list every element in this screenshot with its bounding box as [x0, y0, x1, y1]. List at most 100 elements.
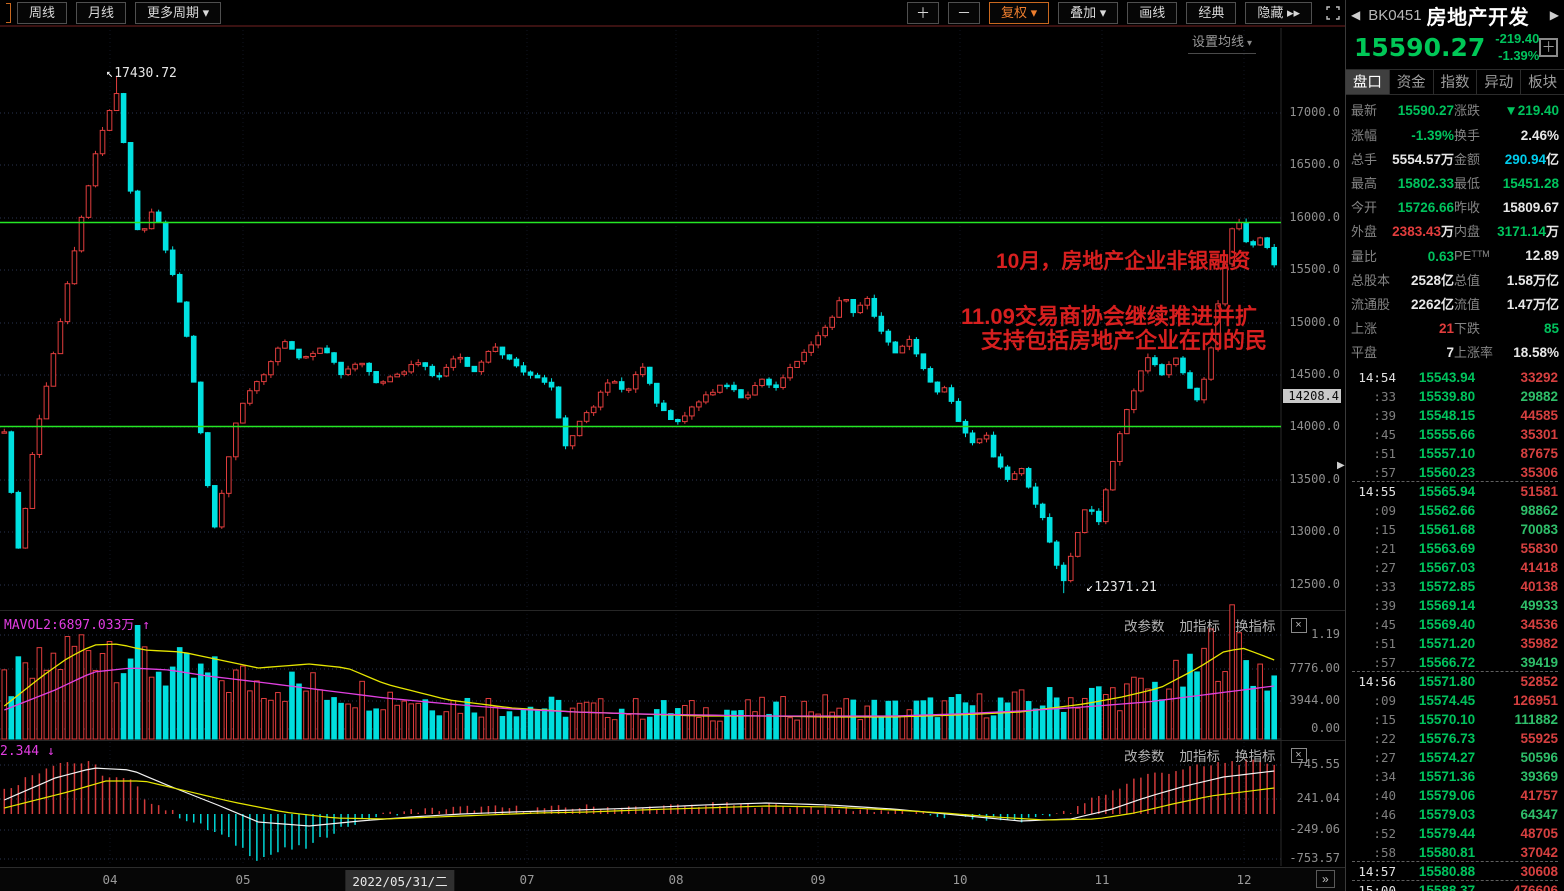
stat-流值: 流值 1.47 万亿	[1454, 296, 1559, 312]
stat-row: 总手 5554.57 万金额 290.94 亿	[1351, 146, 1559, 170]
date-axis-label: 08	[668, 872, 684, 887]
stat-总值: 总值 1.58 万亿	[1454, 272, 1559, 288]
tick-row: 14:57 15580.88 30608	[1352, 862, 1558, 881]
down-arrow-icon: ↓	[46, 744, 55, 759]
chevron-down-icon: ▾	[1247, 38, 1253, 49]
add-indicator-link[interactable]: 加指标	[1179, 619, 1221, 634]
close-icon[interactable]: ×	[1290, 747, 1307, 763]
price-axis-highlight-label: 14208.4	[1283, 389, 1341, 403]
tick-row: :33 15572.85 40138	[1373, 579, 1558, 594]
draw-line-button[interactable]: 画线	[1127, 1, 1178, 24]
tab-板块[interactable]: 板块	[1528, 75, 1558, 92]
stat-上涨: 上涨 21	[1351, 321, 1454, 337]
overlay-dropdown[interactable]: 叠加 ▾	[1058, 1, 1119, 24]
zoom-in-button[interactable]: ＋	[907, 1, 940, 24]
tick-list: 14:54 15543.94 33292 :33 15539.80 29882 :39 155…	[1346, 368, 1564, 891]
stat-最低: 最低 15451.28	[1454, 175, 1559, 191]
macd-indicator-label: 2.344 ↓	[0, 744, 55, 759]
stat-总手: 总手 5554.57 万	[1351, 151, 1454, 167]
add-watchlist-button[interactable]: ＋	[1539, 38, 1558, 58]
ma-settings-dropdown[interactable]: 设置均线 ▾	[1188, 31, 1257, 54]
tick-row: :39 15569.14 49933	[1373, 598, 1558, 613]
arrow-up-left-icon: ↖	[106, 66, 114, 80]
date-axis-label: 10	[952, 872, 968, 887]
zoom-out-button[interactable]: －	[948, 1, 981, 24]
stat-金额: 金额 290.94 亿	[1454, 151, 1559, 167]
stat-涨跌: 涨跌 ▼219.40	[1454, 103, 1559, 119]
change-value: -219.40	[1495, 31, 1540, 46]
macd-axis-label: -753.57	[1289, 851, 1340, 865]
tab-盘口[interactable]: 盘口	[1346, 69, 1390, 94]
tick-row: 15:00 15588.37 476606	[1358, 883, 1558, 891]
stat-row: 涨幅 -1.39% 换手 2.46%	[1351, 122, 1559, 146]
date-axis-label: 07	[519, 872, 535, 887]
date-axis-label: 11	[1094, 872, 1110, 887]
change-percent: -1.39%	[1498, 47, 1540, 63]
tick-row: :21 15563.69 55830	[1373, 541, 1558, 556]
macd-panel-links: 改参数 加指标 换指标 ×	[1124, 745, 1307, 765]
stat-平盘: 平盘 7	[1351, 345, 1454, 361]
price-axis-label: 14500.0	[1289, 367, 1340, 381]
adjust-mode-dropdown[interactable]: 复权 ▾	[989, 1, 1050, 24]
prev-stock-arrow[interactable]: ◀	[1351, 8, 1361, 22]
tick-row: :27 15567.03 41418	[1373, 560, 1558, 575]
date-axis-label: 04	[102, 872, 118, 887]
chart-region: 设置均线 ▾ 10月，房地产企业非银融资 11.09交易商协会继续推进并扩 支持包…	[0, 28, 1345, 891]
candlestick-chart[interactable]	[0, 28, 1345, 867]
stat-上涨率: 上涨率 18.58%	[1454, 345, 1559, 361]
tick-row: :52 15579.44 48705	[1373, 826, 1558, 841]
volume-axis-label: 0.00	[1311, 721, 1340, 735]
add-indicator-link[interactable]: 加指标	[1179, 749, 1221, 764]
switch-indicator-link[interactable]: 换指标	[1235, 619, 1276, 634]
volume-indicator-label: MAVOL2:6897.033万 ↑	[4, 618, 151, 633]
classic-view-button[interactable]: 经典	[1186, 1, 1237, 24]
last-price: 15590.27	[1354, 33, 1486, 63]
hide-button[interactable]: 隐藏 ▸▸	[1245, 1, 1312, 24]
stat-昨收: 昨收 15809.67	[1454, 200, 1559, 216]
price-axis-label: 13500.0	[1289, 472, 1340, 486]
tick-row: :51 15571.20 35982	[1373, 636, 1558, 651]
change-params-link[interactable]: 改参数	[1124, 749, 1165, 764]
switch-indicator-link[interactable]: 换指标	[1235, 749, 1276, 764]
close-icon[interactable]: ×	[1290, 617, 1307, 633]
up-arrow-icon: ↑	[142, 618, 151, 633]
stat-row: 上涨 21 下跌 85	[1351, 315, 1559, 339]
price-axis-label: 14000.0	[1289, 419, 1340, 433]
price-axis-label: 16000.0	[1289, 210, 1340, 224]
quote-tabs: 盘口 资金 指数 异动 板块	[1346, 68, 1564, 95]
next-stock-arrow[interactable]: ▶	[1549, 8, 1559, 22]
fullscreen-icon[interactable]	[1321, 5, 1345, 20]
price-axis-label: 12500.0	[1289, 577, 1340, 591]
volume-axis-label: 3944.00	[1289, 693, 1340, 707]
tab-指数[interactable]: 指数	[1434, 69, 1478, 94]
toolbar-partial-button[interactable]	[6, 2, 11, 23]
tick-row: 14:56 15571.80 52852	[1358, 674, 1558, 689]
tick-row: 14:54 15543.94 33292	[1358, 370, 1558, 385]
chart-toolbar: 周线 月线 更多周期 ▾ ＋ － 复权 ▾ 叠加 ▾ 画线 经典 隐藏 ▸▸	[0, 0, 1345, 27]
macd-axis-label: -249.06	[1289, 822, 1340, 836]
more-periods-dropdown[interactable]: 更多周期 ▾	[135, 1, 222, 24]
scroll-right-button[interactable]: »	[1316, 870, 1335, 888]
tick-row: :51 15557.10 87675	[1373, 446, 1558, 461]
tick-row: :33 15539.80 29882	[1373, 389, 1558, 404]
stat-row: 外盘 2383.43 万内盘 3171.14 万	[1351, 219, 1559, 243]
stat-外盘: 外盘 2383.43 万	[1351, 224, 1454, 240]
tick-row: :22 15576.73 55925	[1373, 731, 1558, 746]
quote-header: ◀ BK0451 房地产开发 ▶	[1346, 0, 1564, 30]
monthly-period-button[interactable]: 月线	[76, 1, 127, 24]
tick-row: :34 15571.36 39369	[1373, 769, 1558, 784]
tab-资金[interactable]: 资金	[1390, 69, 1434, 94]
date-axis-label: 12	[1236, 872, 1252, 887]
crosshair-date-label: 2022/05/31/二	[345, 870, 455, 891]
tab-异动[interactable]: 异动	[1477, 69, 1522, 94]
change-params-link[interactable]: 改参数	[1124, 619, 1165, 634]
stat-涨幅: 涨幅 -1.39%	[1351, 127, 1454, 143]
panel-splitter-arrow[interactable]: ▶	[1337, 460, 1345, 471]
stat-row: 最高 15802.33 最低 15451.28	[1351, 170, 1559, 194]
low-price-annotation: ↙12371.21	[1086, 580, 1157, 595]
tick-row: 14:55 15565.94 51581	[1358, 484, 1558, 499]
date-axis-label: 09	[810, 872, 826, 887]
stat-最高: 最高 15802.33	[1351, 175, 1454, 191]
tick-row: :09 15562.66 98862	[1373, 503, 1558, 518]
weekly-period-button[interactable]: 周线	[17, 1, 68, 24]
